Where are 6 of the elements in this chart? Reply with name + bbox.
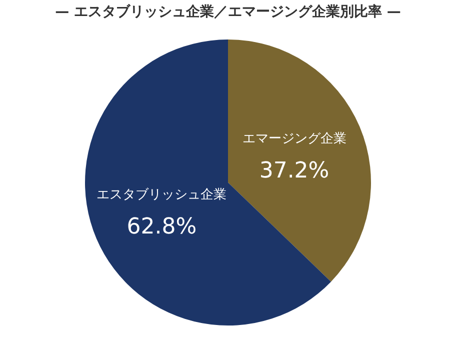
chart-title: — エスタブリッシュ企業／エマージング企業別比率 —: [55, 3, 401, 20]
slice-label: エスタブリッシュ企業: [96, 188, 227, 203]
data-label: 62.8%: [126, 214, 197, 240]
data-label: 37.2%: [259, 158, 330, 184]
slice-label: エマージング企業: [242, 131, 346, 146]
pie-slice: [228, 40, 371, 282]
